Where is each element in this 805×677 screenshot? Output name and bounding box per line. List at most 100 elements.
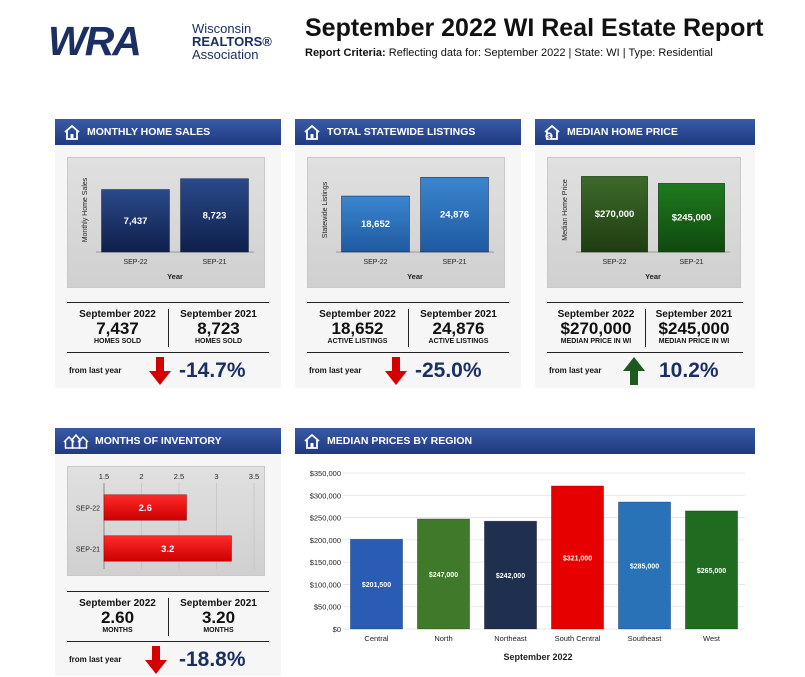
y-tick-label: $150,000	[310, 558, 341, 567]
y-tick-label: $200,000	[310, 536, 341, 545]
bar-value-label: $242,000	[496, 573, 525, 580]
x-tick-label: 2.5	[174, 472, 184, 481]
y-tick-label: SEP-22	[76, 506, 100, 513]
previous-year: September 2021	[655, 309, 733, 320]
listings-chart-svg: 18,652 SEP-22 24,876 SEP-21 Year Statewide Li…	[322, 177, 494, 281]
house-icon	[304, 124, 320, 140]
bar-value-label: 7,437	[124, 216, 148, 227]
bar-value-label: $321,000	[563, 555, 592, 562]
change-row: from last year 10.2%	[547, 352, 743, 388]
wra-logo: WRA Wisconsin REALTORS® Association	[48, 20, 278, 62]
previous-label: ACTIVE LISTINGS	[428, 338, 489, 345]
panel-title: MONTHS OF INVENTORY	[95, 435, 222, 447]
y-tick-label: $100,000	[310, 580, 341, 589]
previous-label: HOMES SOLD	[194, 338, 243, 345]
bar-sep-21	[180, 178, 249, 253]
previous-value: 8,723	[197, 319, 240, 338]
bar-value-label: $265,000	[697, 568, 726, 575]
change-row: from last year -14.7%	[67, 352, 269, 388]
current-value: 7,437	[96, 319, 139, 338]
region-chart-svg: $0 $50,000 $100,000 $150,000 $200,000 $250,00…	[310, 469, 745, 662]
months-of-inventory-panel: MONTHS OF INVENTORY 1.5 2 2.5 3 3.5 2.6 SEP-22…	[55, 428, 281, 676]
x-tick-label: Northeast	[494, 634, 527, 643]
criteria-text: Reflecting data for: September 2022 | St…	[385, 47, 713, 59]
x-tick-label: SEP-21	[442, 259, 466, 266]
current-year: September 2022	[79, 598, 156, 609]
x-tick-label: SEP-22	[123, 259, 147, 266]
bar-value-label: $285,000	[630, 563, 659, 570]
price-chart: $270,000 SEP-22 $245,000 SEP-21 Year Median H…	[547, 157, 741, 288]
current-label: HOMES SOLD	[93, 338, 142, 345]
x-tick-label: SEP-21	[202, 259, 226, 266]
y-tick-label: $250,000	[310, 514, 341, 523]
stat-compare: September 2022 $270,000 MEDIAN PRICE IN …	[547, 302, 743, 352]
panel-header: $ MEDIAN HOME PRICE	[535, 119, 755, 145]
arrow-up-icon	[623, 357, 645, 385]
current-stat: September 2022 2.60 MONTHS	[67, 598, 168, 634]
y-tick-label: $0	[333, 625, 341, 634]
bar-value-label: $201,500	[362, 582, 391, 589]
bar-sep-22	[341, 195, 410, 253]
previous-year: September 2021	[180, 309, 257, 320]
bar-value-label: 18,652	[361, 219, 390, 230]
house-icon	[64, 124, 80, 140]
stat-divider	[168, 598, 169, 636]
x-axis-title: Year	[407, 272, 423, 281]
bar-northeast	[484, 520, 537, 630]
logo-mark: WRA	[48, 18, 142, 64]
bar-west	[685, 510, 738, 630]
stat-compare: September 2022 18,652 ACTIVE LISTINGS Se…	[307, 302, 509, 352]
y-tick-label: $300,000	[310, 491, 341, 500]
x-axis-title: September 2022	[503, 652, 572, 662]
y-axis-title: Statewide Listings	[322, 181, 329, 238]
houses-icon	[63, 433, 89, 449]
bar-north	[417, 518, 470, 630]
x-tick-label: SEP-21	[679, 259, 703, 266]
current-value: 2.60	[100, 608, 135, 627]
house-dollar-icon: $	[544, 124, 560, 140]
inventory-chart-svg: 1.5 2 2.5 3 3.5 2.6 SEP-22 3.2 SEP-21	[76, 472, 259, 569]
x-axis-title: Year	[167, 272, 183, 281]
stat-divider	[168, 309, 169, 347]
x-tick-label: North	[434, 634, 452, 643]
report-criteria: Report Criteria: Reflecting data for: Se…	[305, 47, 713, 59]
change-row: from last year -18.8%	[67, 641, 269, 677]
x-axis-title: Year	[645, 272, 661, 281]
bar-sep-21	[103, 535, 232, 562]
bar-southeast	[618, 501, 671, 630]
x-tick-label: 3.5	[249, 472, 259, 481]
current-value: 18,652	[331, 319, 384, 338]
bar-value-label: 3.2	[161, 544, 174, 555]
total-statewide-listings-panel: TOTAL STATEWIDE LISTINGS 18,652 SEP-22 24,…	[295, 119, 521, 388]
x-tick-label: 1.5	[99, 472, 109, 481]
stat-divider	[645, 309, 646, 347]
panel-header: MONTHS OF INVENTORY	[55, 428, 281, 454]
current-year: September 2022	[79, 309, 156, 320]
previous-value: 3.20	[201, 608, 236, 627]
bar-sep-22	[581, 176, 648, 253]
bar-central	[350, 538, 403, 630]
current-stat: September 2022 7,437 HOMES SOLD	[67, 309, 168, 345]
x-tick-label: 3	[214, 472, 218, 481]
stat-compare: September 2022 2.60 MONTHS September 202…	[67, 591, 269, 641]
bar-sep-21	[658, 183, 725, 253]
current-year: September 2022	[557, 309, 635, 320]
bar-value-label: 2.6	[139, 503, 152, 514]
x-tick-label: Central	[364, 634, 389, 643]
current-label: MONTHS	[102, 627, 133, 634]
from-last-year-label: from last year	[69, 366, 122, 375]
monthly-home-sales-panel: MONTHLY HOME SALES 7,437 SEP-22 8,723 SEP-2…	[55, 119, 281, 388]
previous-stat: September 2021 24,876 ACTIVE LISTINGS	[408, 309, 509, 345]
panel-title: MEDIAN HOME PRICE	[567, 126, 678, 138]
logo-line-3: Association	[192, 47, 259, 62]
y-tick-label: SEP-21	[76, 547, 100, 554]
previous-stat: September 2021 8,723 HOMES SOLD	[168, 309, 269, 345]
previous-stat: September 2021 3.20 MONTHS	[168, 598, 269, 634]
stat-divider	[408, 309, 409, 347]
arrow-down-icon	[149, 357, 171, 385]
previous-value: $245,000	[658, 319, 730, 338]
house-icon	[304, 433, 320, 449]
x-tick-label: Southeast	[628, 634, 663, 643]
current-stat: September 2022 $270,000 MEDIAN PRICE IN …	[547, 309, 645, 345]
change-row: from last year -25.0%	[307, 352, 509, 388]
